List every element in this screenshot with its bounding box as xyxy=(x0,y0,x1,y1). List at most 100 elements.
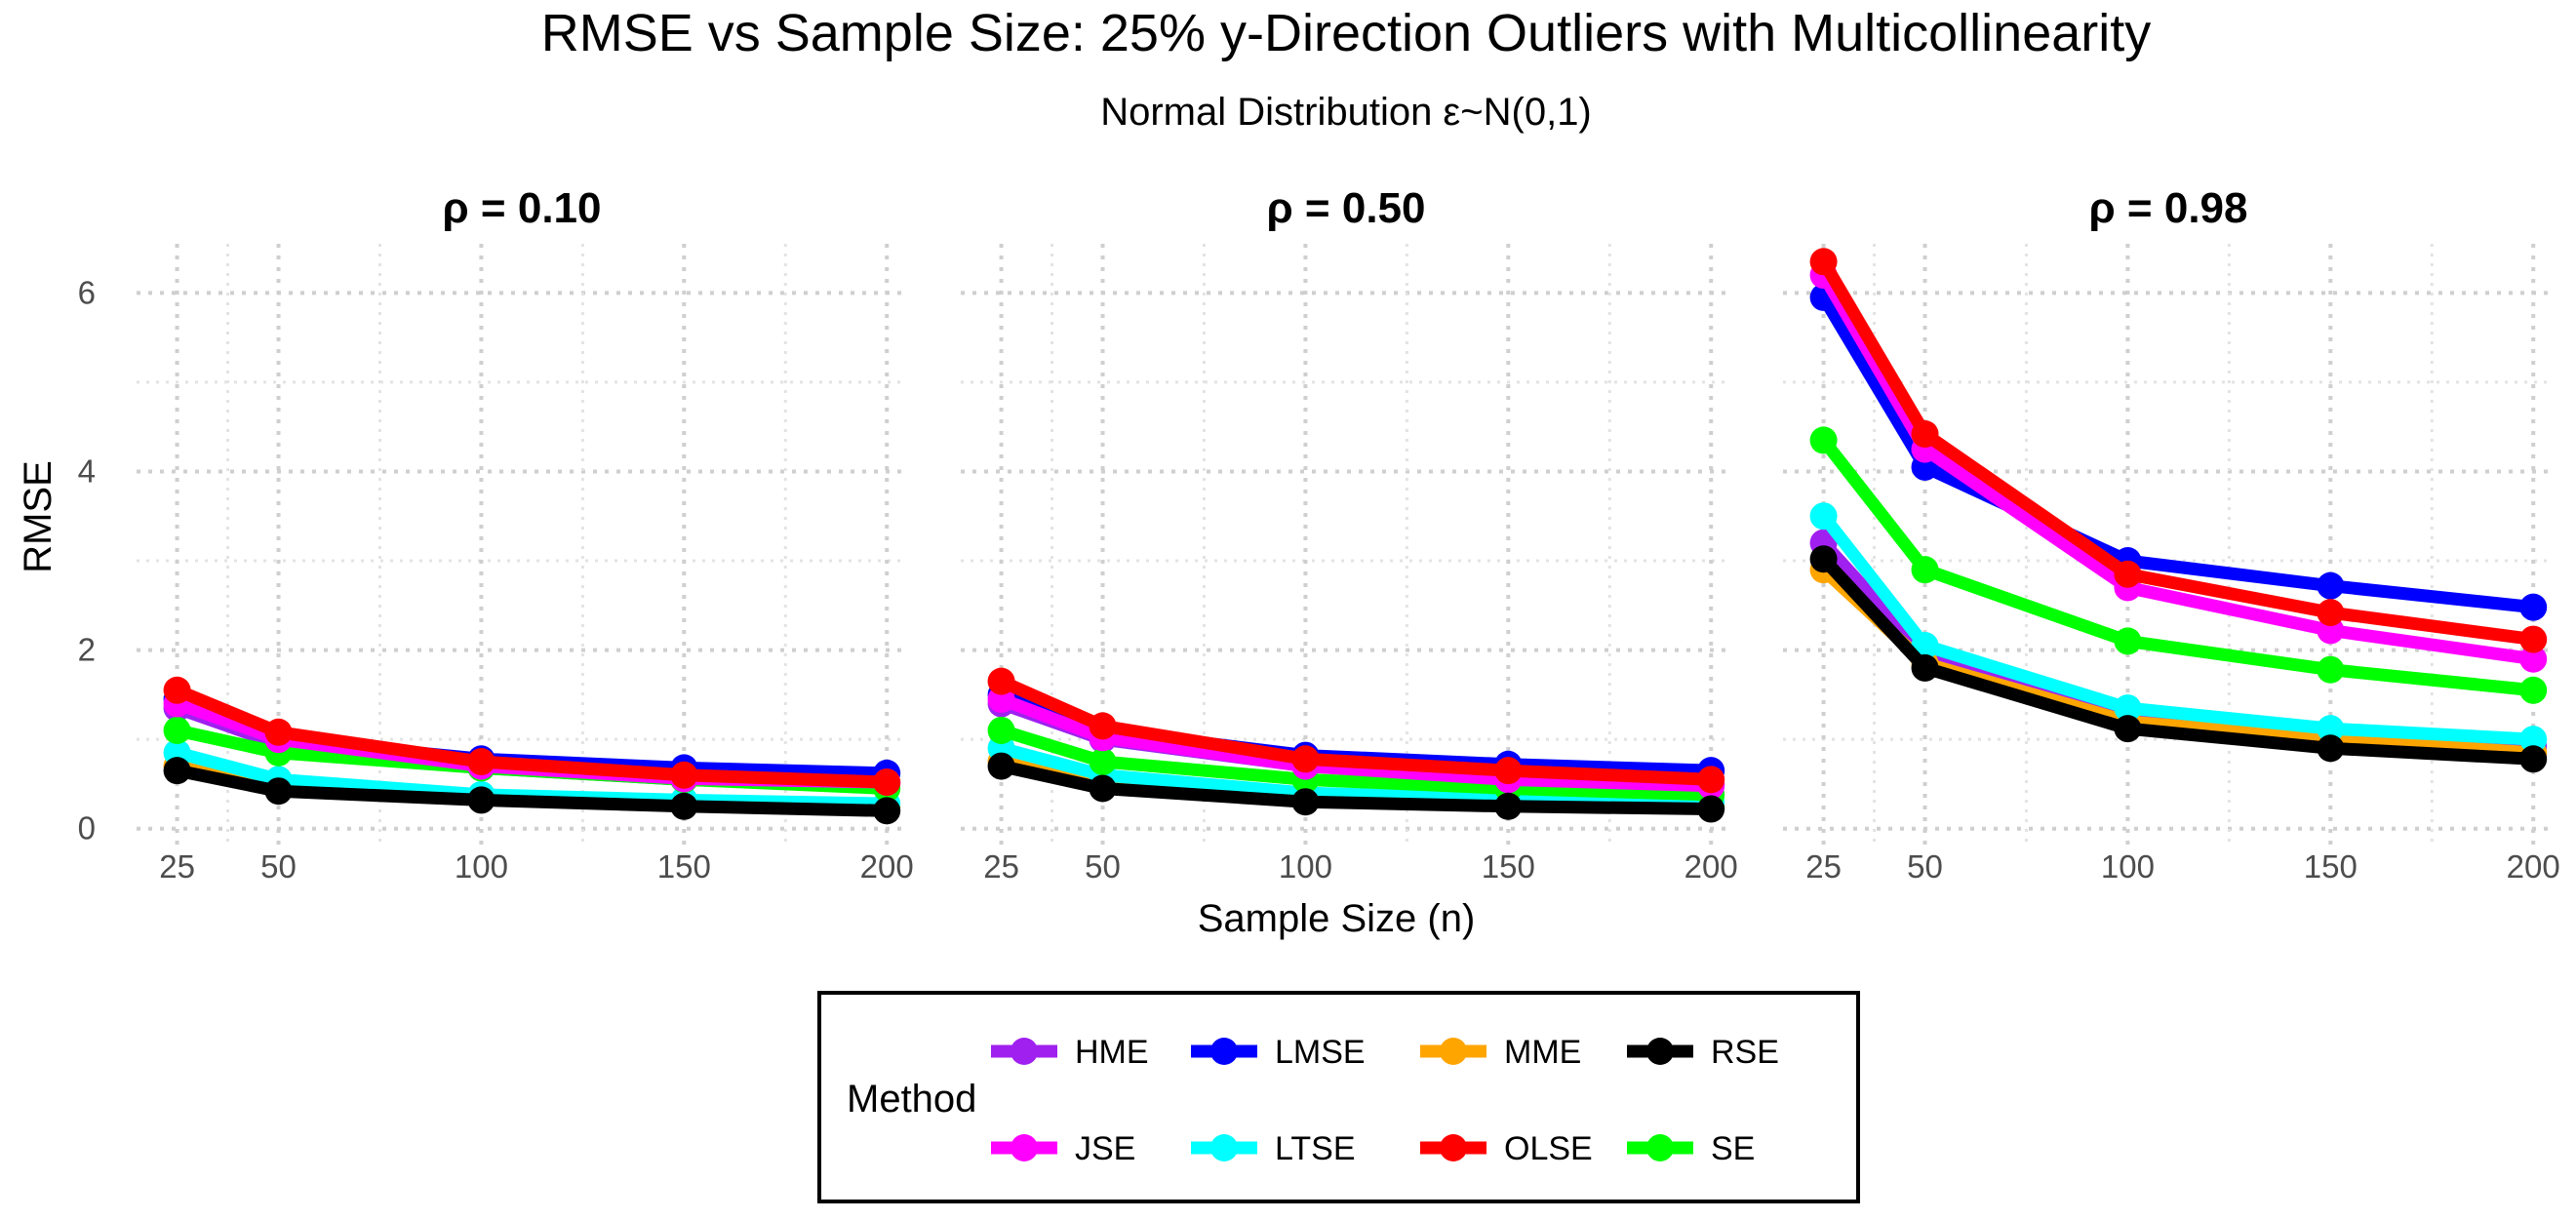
legend-title: Method xyxy=(847,1078,976,1121)
legend-item-label: SE xyxy=(1711,1130,1755,1167)
data-point xyxy=(2317,571,2345,600)
data-point xyxy=(1697,766,1725,794)
legend-item-label: MME xyxy=(1504,1034,1581,1071)
data-point xyxy=(1809,545,1838,573)
legend-item-lmse: LMSE xyxy=(1191,1034,1366,1071)
data-point xyxy=(670,792,698,820)
legend-item-mme: MME xyxy=(1420,1034,1581,1071)
y-tick-label: 0 xyxy=(78,810,96,846)
chart-subtitle: Normal Distribution ε~N(0,1) xyxy=(1100,91,1592,134)
data-point xyxy=(873,768,901,797)
legend-item-label: HME xyxy=(1075,1034,1149,1071)
data-point xyxy=(1494,792,1523,820)
x-axis-label: Sample Size (n) xyxy=(1198,897,1476,940)
data-point xyxy=(1911,653,1939,682)
legend-item-label: LTSE xyxy=(1275,1130,1356,1167)
facet-label: ρ = 0.98 xyxy=(2088,184,2247,232)
x-tick-label: 200 xyxy=(2507,848,2560,885)
legend-box xyxy=(817,991,1860,1203)
data-point xyxy=(1809,248,1838,276)
data-point xyxy=(163,676,191,704)
legend-item-se: SE xyxy=(1627,1130,1755,1167)
data-point xyxy=(670,761,698,789)
data-point xyxy=(1089,774,1117,803)
data-point xyxy=(987,752,1015,780)
data-point xyxy=(2317,715,2345,743)
x-tick-label: 25 xyxy=(983,848,1019,885)
data-point xyxy=(1809,426,1838,454)
data-point xyxy=(163,716,191,744)
legend-item-label: RSE xyxy=(1711,1034,1779,1071)
data-point xyxy=(2317,655,2345,684)
legend-item-ltse: LTSE xyxy=(1191,1130,1356,1167)
data-point xyxy=(1697,795,1725,823)
x-tick-label: 25 xyxy=(1805,848,1842,885)
data-point xyxy=(873,797,901,825)
data-point xyxy=(1089,712,1117,740)
data-point xyxy=(264,718,293,746)
facet-panel: ρ = 0.50 25 50 100 150 200 xyxy=(961,184,1738,885)
legend-key-point xyxy=(1011,1038,1038,1065)
legend-key-point xyxy=(1440,1038,1467,1065)
legend-item-label: OLSE xyxy=(1504,1130,1593,1167)
x-tick-label: 100 xyxy=(2101,848,2155,885)
data-point xyxy=(467,748,495,776)
series-rse xyxy=(987,752,1725,823)
series-rse xyxy=(163,757,901,825)
x-tick-label: 25 xyxy=(159,848,195,885)
series-ltse xyxy=(1809,502,2548,754)
legend-key-point xyxy=(1646,1038,1674,1065)
data-point xyxy=(2519,676,2548,704)
data-point xyxy=(2519,625,2548,653)
facet-label: ρ = 0.50 xyxy=(1266,184,1425,232)
data-point xyxy=(1291,788,1320,816)
x-tick-label: 200 xyxy=(1684,848,1738,885)
data-point xyxy=(2519,645,2548,673)
legend-key-point xyxy=(1210,1038,1238,1065)
x-tick-label: 50 xyxy=(1907,848,1943,885)
x-tick-label: 150 xyxy=(1482,848,1535,885)
chart-title: RMSE vs Sample Size: 25% y-Direction Out… xyxy=(541,4,2152,62)
series-olse xyxy=(1809,248,2548,653)
data-point xyxy=(2317,734,2345,763)
legend-item-label: JSE xyxy=(1075,1130,1135,1167)
data-point xyxy=(467,786,495,814)
data-point xyxy=(2114,715,2142,743)
data-point xyxy=(2114,627,2142,655)
legend-key-point xyxy=(1011,1134,1038,1161)
data-point xyxy=(2519,745,2548,773)
series-olse xyxy=(987,667,1725,794)
data-point xyxy=(264,777,293,806)
data-point xyxy=(2114,694,2142,723)
x-tick-label: 150 xyxy=(657,848,711,885)
data-point xyxy=(1911,420,1939,449)
y-tick-label: 2 xyxy=(78,632,96,668)
data-point xyxy=(2519,593,2548,621)
x-tick-label: 50 xyxy=(1085,848,1121,885)
data-point xyxy=(1809,502,1838,531)
data-point xyxy=(1291,745,1320,773)
data-point xyxy=(987,667,1015,695)
legend-item-jse: JSE xyxy=(991,1130,1135,1167)
legend-item-olse: OLSE xyxy=(1420,1130,1593,1167)
legend: Method HME LMSE MME RSE JSE LTSE OLSE SE xyxy=(817,991,1860,1203)
series-se xyxy=(1809,426,2548,704)
data-point xyxy=(1911,556,1939,584)
facets: ρ = 0.10 25 50 100 150 200 0 2 4 6 ρ = 0.50 25 50 100… xyxy=(78,184,2560,885)
x-tick-label: 50 xyxy=(260,848,297,885)
facet-panel: ρ = 0.10 25 50 100 150 200 0 2 4 6 xyxy=(78,184,914,885)
series-olse xyxy=(163,676,901,797)
facet-label: ρ = 0.10 xyxy=(442,184,601,232)
data-point xyxy=(2114,560,2142,588)
x-tick-label: 150 xyxy=(2304,848,2358,885)
series-rse xyxy=(1809,545,2548,773)
y-tick-label: 6 xyxy=(78,274,96,310)
data-point xyxy=(987,716,1015,744)
y-axis-label: RMSE xyxy=(17,460,59,573)
legend-item-hme: HME xyxy=(991,1034,1149,1071)
legend-key-point xyxy=(1440,1134,1467,1161)
data-point xyxy=(2317,599,2345,627)
y-tick-label: 4 xyxy=(78,453,96,489)
x-tick-label: 100 xyxy=(1279,848,1332,885)
